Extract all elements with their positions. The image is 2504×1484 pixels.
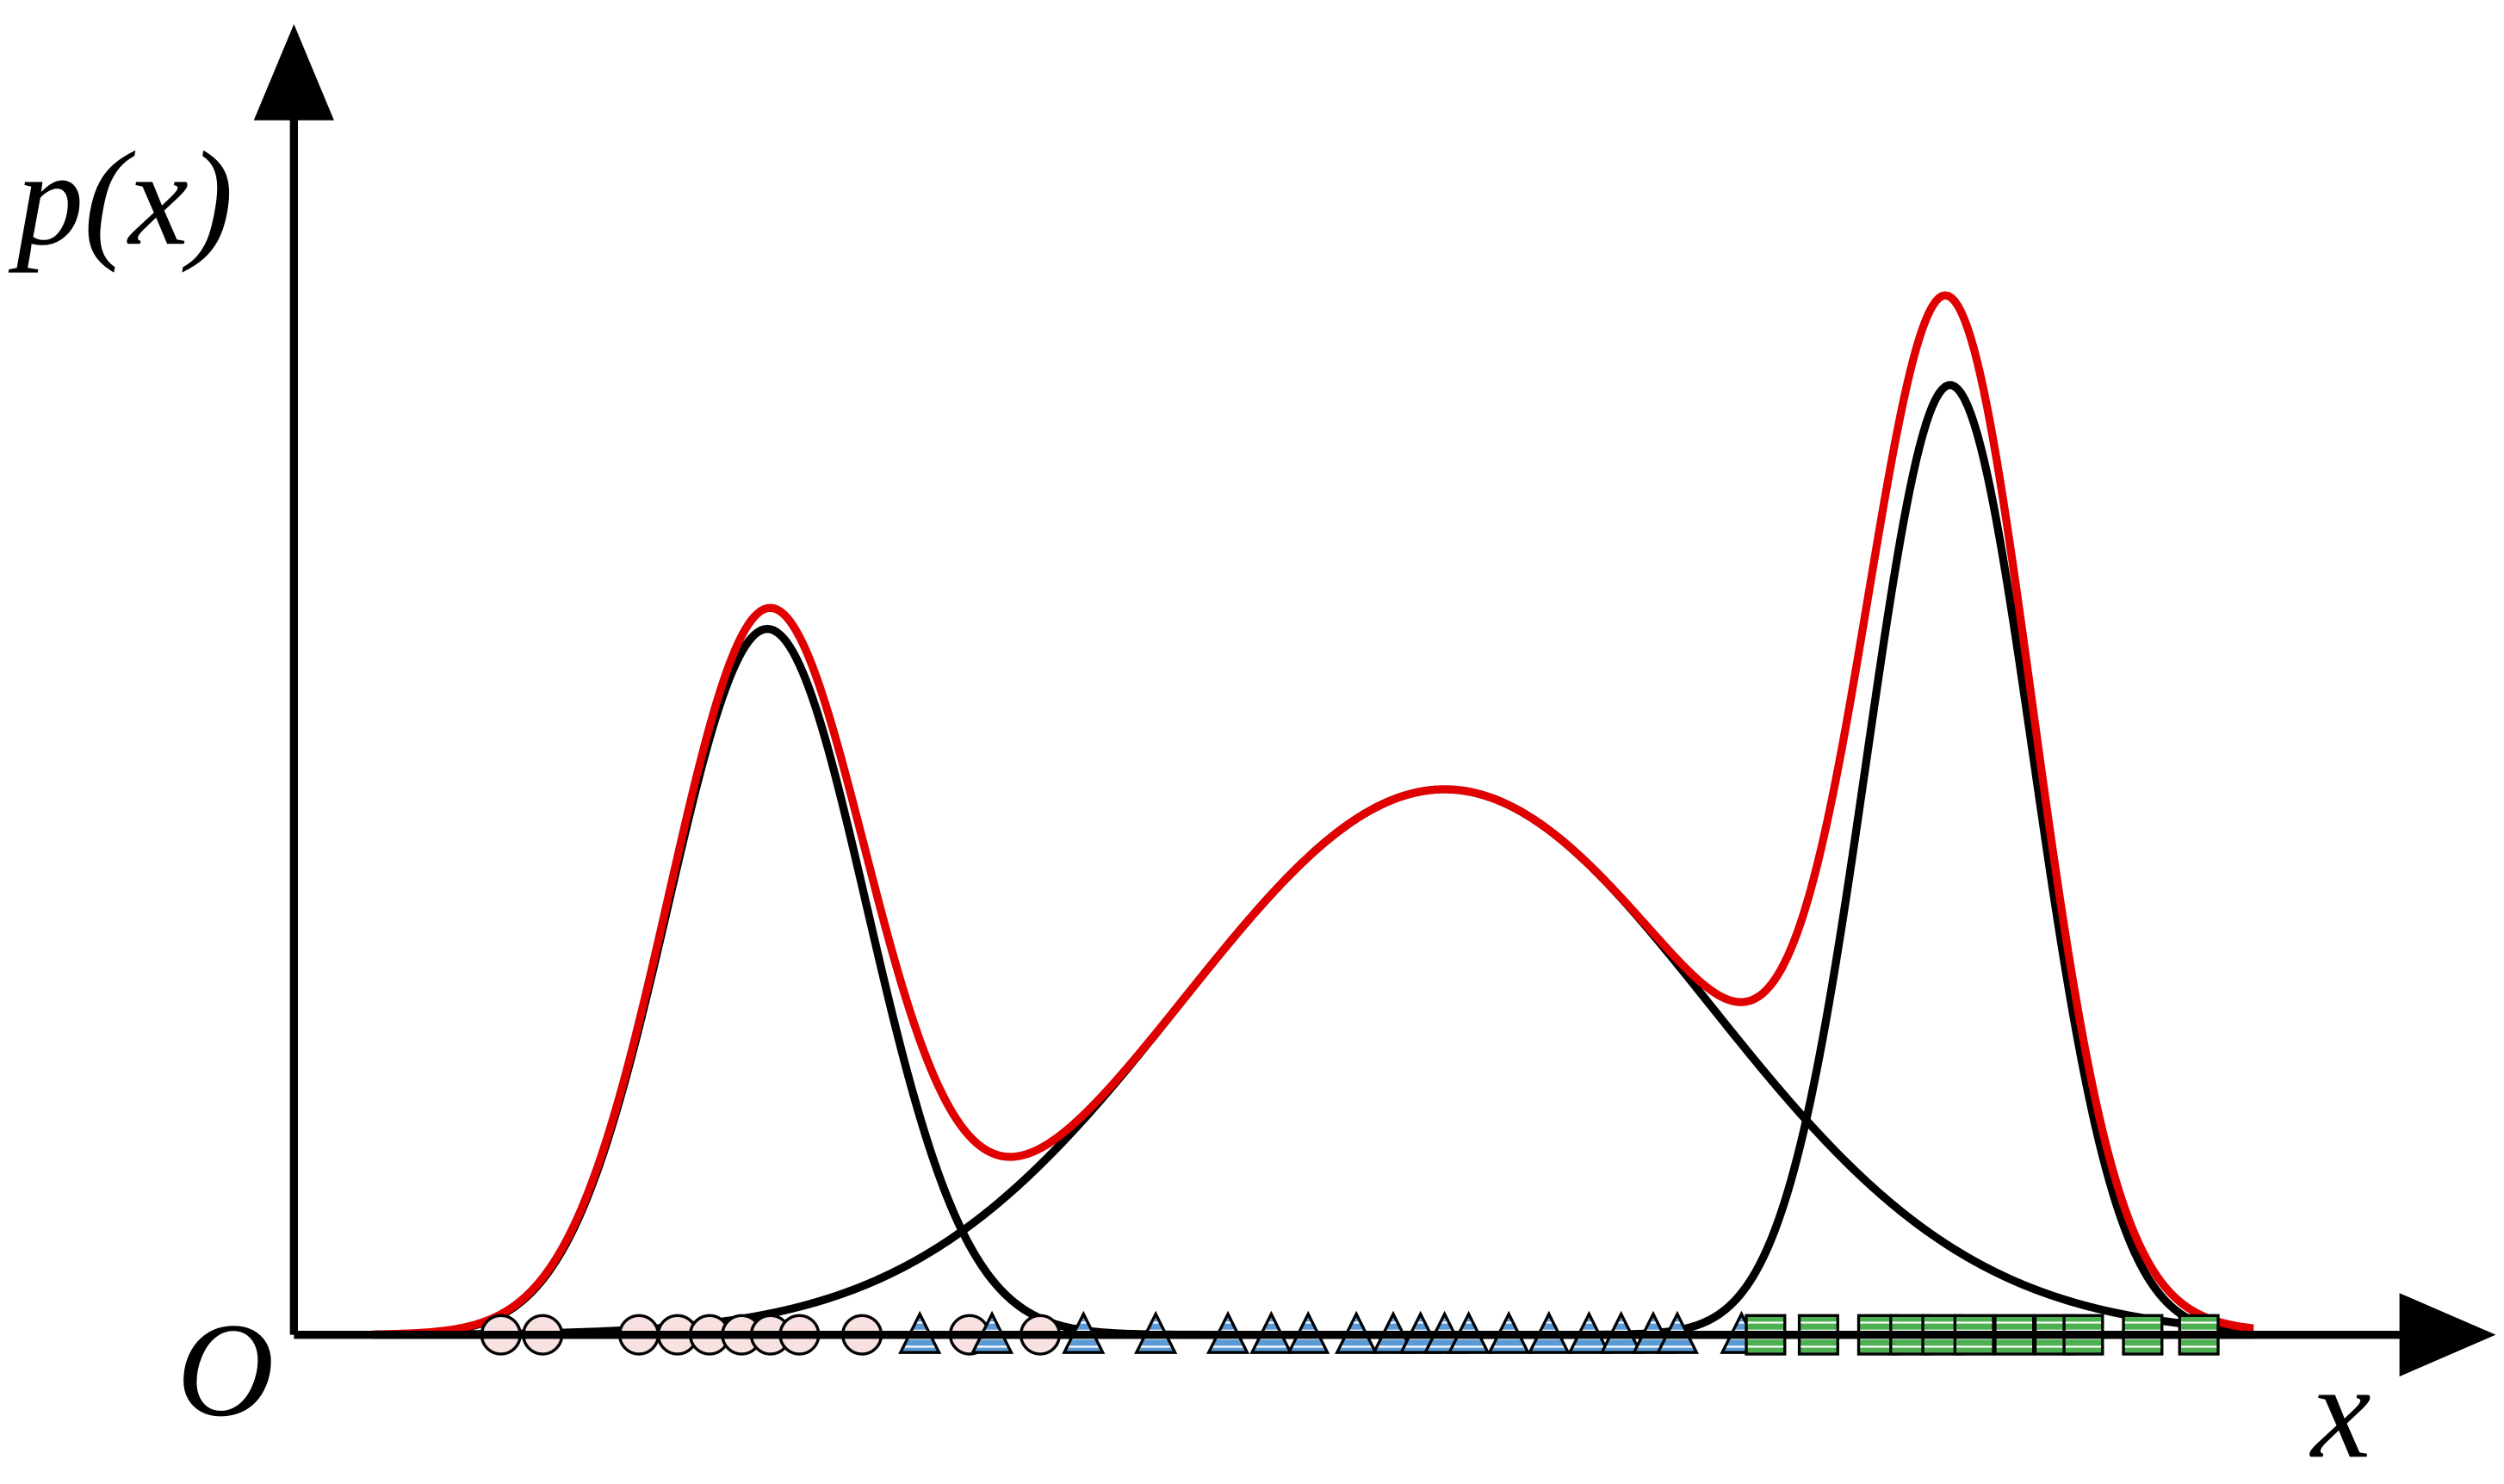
y-axis-arrow — [253, 23, 334, 121]
component-curve — [372, 624, 2254, 1339]
x-axis-arrow — [2399, 1293, 2496, 1377]
x-axis-label: x — [2309, 1336, 2371, 1484]
component-curve — [372, 785, 2254, 1339]
component-curve — [372, 380, 2254, 1339]
curves — [372, 291, 2254, 1339]
y-axis-label: p(x) — [8, 123, 233, 273]
origin-label: O — [177, 1295, 274, 1444]
mixture-curve — [372, 291, 2254, 1339]
